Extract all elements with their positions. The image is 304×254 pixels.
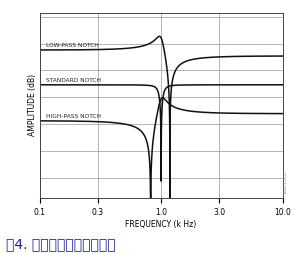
Text: HIGH-PASS NOTCH: HIGH-PASS NOTCH <box>46 114 101 119</box>
X-axis label: FREQUENCY (k Hz): FREQUENCY (k Hz) <box>126 220 197 229</box>
Text: 10411-001: 10411-001 <box>283 171 287 194</box>
Y-axis label: AMPLITUDE (dB): AMPLITUDE (dB) <box>28 74 37 136</box>
Text: STANDARD NOTCH: STANDARD NOTCH <box>46 78 101 83</box>
Text: 图4. 标准、低通和高通陷波: 图4. 标准、低通和高通陷波 <box>6 237 116 251</box>
Text: LOW-PASS NOTCH: LOW-PASS NOTCH <box>46 43 98 48</box>
